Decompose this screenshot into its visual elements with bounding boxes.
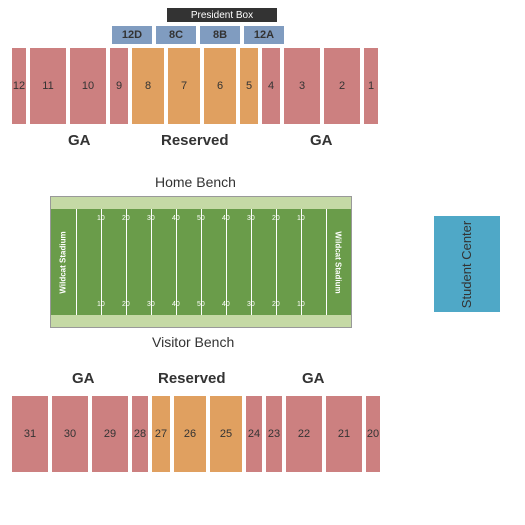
section-4[interactable]: 4 [262,48,280,124]
yard-number: 40 [222,215,230,222]
section-10[interactable]: 10 [70,48,106,124]
football-field: Wildcat Stadium Wildcat Stadium 10 10 20 20… [50,196,352,328]
yard-line [101,209,102,315]
yard-line [201,209,202,315]
yard-line [326,209,327,315]
yard-number: 10 [97,215,105,222]
section-7[interactable]: 7 [168,48,200,124]
yard-number: 10 [297,215,305,222]
yard-line [251,209,252,315]
yard-number: 20 [272,215,280,222]
yard-number: 40 [222,301,230,308]
yard-number: 30 [147,301,155,308]
section-23[interactable]: 23 [266,396,282,472]
visitor-bench-label: Visitor Bench [152,334,234,350]
section-2[interactable]: 2 [324,48,360,124]
yard-number: 30 [247,215,255,222]
yard-number: 50 [197,215,205,222]
section-27[interactable]: 27 [152,396,170,472]
president-box[interactable]: President Box [167,8,277,22]
student-center[interactable]: Student Center [434,216,500,312]
yard-number: 20 [122,301,130,308]
endzone-right: Wildcat Stadium [326,209,351,315]
section-12[interactable]: 12 [12,48,26,124]
section-31[interactable]: 31 [12,396,48,472]
stadium-map: President Box 12D8C8B12A 121110987654321… [0,0,525,525]
zone-label: Reserved [161,132,229,149]
yard-line [226,209,227,315]
yard-line [276,209,277,315]
yard-line [126,209,127,315]
zone-label: GA [72,370,95,387]
yard-number: 30 [247,301,255,308]
section-5[interactable]: 5 [240,48,258,124]
top-box-8C[interactable]: 8C [156,26,196,44]
section-1[interactable]: 1 [364,48,378,124]
zone-label: GA [302,370,325,387]
endzone-left: Wildcat Stadium [51,209,76,315]
section-20[interactable]: 20 [366,396,380,472]
yard-number: 50 [197,301,205,308]
section-6[interactable]: 6 [204,48,236,124]
section-3[interactable]: 3 [284,48,320,124]
yard-line [76,209,77,315]
top-box-12A[interactable]: 12A [244,26,284,44]
endzone-right-text: Wildcat Stadium [334,231,343,293]
endzone-left-text: Wildcat Stadium [59,231,68,293]
home-bench-label: Home Bench [155,174,236,190]
section-26[interactable]: 26 [174,396,206,472]
section-29[interactable]: 29 [92,396,128,472]
section-8[interactable]: 8 [132,48,164,124]
section-28[interactable]: 28 [132,396,148,472]
section-22[interactable]: 22 [286,396,322,472]
top-box-8B[interactable]: 8B [200,26,240,44]
zone-label: GA [310,132,333,149]
yard-number: 30 [147,215,155,222]
yard-number: 40 [172,215,180,222]
section-21[interactable]: 21 [326,396,362,472]
top-box-12D[interactable]: 12D [112,26,152,44]
yard-number: 40 [172,301,180,308]
zone-label: Reserved [158,370,226,387]
yard-line [176,209,177,315]
yard-number: 10 [97,301,105,308]
yard-line [301,209,302,315]
yard-line [151,209,152,315]
yard-number: 10 [297,301,305,308]
section-11[interactable]: 11 [30,48,66,124]
yard-number: 20 [272,301,280,308]
zone-label: GA [68,132,91,149]
section-9[interactable]: 9 [110,48,128,124]
student-center-text: Student Center [460,220,475,307]
yard-number: 20 [122,215,130,222]
section-25[interactable]: 25 [210,396,242,472]
section-24[interactable]: 24 [246,396,262,472]
section-30[interactable]: 30 [52,396,88,472]
